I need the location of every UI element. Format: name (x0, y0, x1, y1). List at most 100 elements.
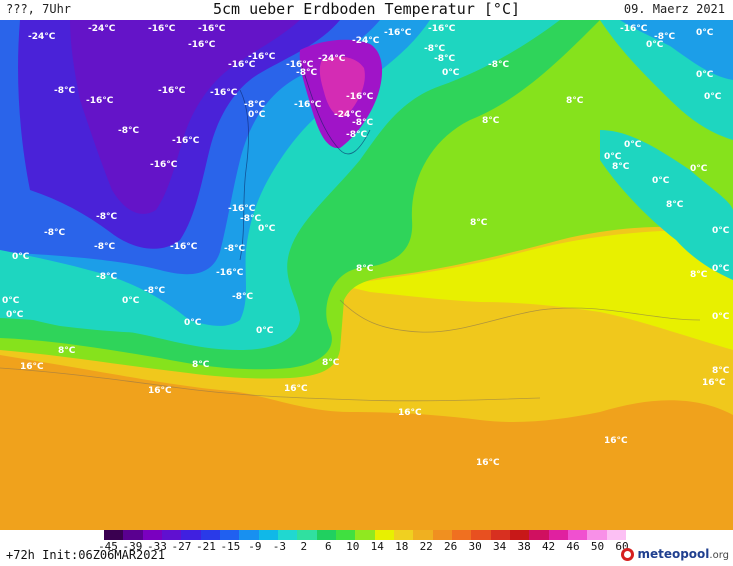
temperature-label: 0°C (122, 296, 140, 306)
forecast-time-label: ???, 7Uhr (6, 2, 72, 16)
temperature-label: 16°C (20, 362, 44, 372)
temperature-label: -16°C (228, 204, 256, 214)
colorbar-swatch (239, 530, 259, 540)
temperature-label: -8°C (44, 228, 66, 238)
temperature-label: 16°C (702, 378, 726, 388)
colorbar-swatch (123, 530, 143, 540)
colorbar-swatch (606, 530, 626, 540)
temperature-label: 0°C (604, 152, 622, 162)
temperature-label: 0°C (442, 68, 460, 78)
colorbar-tick-label: -39 (122, 540, 143, 553)
colorbar-swatch (471, 530, 491, 540)
temperature-label: 0°C (258, 224, 276, 234)
temperature-label: 16°C (284, 384, 308, 394)
temperature-label: -16°C (198, 24, 226, 34)
colorbar-swatch (567, 530, 588, 540)
brand-name: meteopool (637, 547, 710, 561)
temperature-label: 16°C (148, 386, 172, 396)
temperature-label: 8°C (58, 346, 76, 356)
temperature-label: 16°C (398, 408, 422, 418)
colorbar-tick-label: -3 (272, 540, 286, 553)
temperature-label: 0°C (6, 310, 24, 320)
colorbar-swatch (335, 530, 356, 540)
temperature-label: 8°C (356, 264, 374, 274)
temperature-label: -8°C (424, 44, 446, 54)
colorbar-swatch (297, 530, 317, 540)
colorbar-tick-label: 26 (444, 540, 458, 553)
colorbar-tick-label: 42 (541, 540, 556, 553)
map-title: 5cm ueber Erdboden Temperatur [°C] (212, 0, 521, 18)
temperature-label: 0°C (690, 164, 708, 174)
temperature-label: 8°C (482, 116, 500, 126)
colorbar-swatch (490, 530, 510, 540)
colorbar-tick-label: -15 (220, 540, 241, 553)
colorbar-tick-label: 6 (324, 540, 332, 553)
temperature-label: -16°C (216, 268, 244, 278)
colorbar-swatch (432, 530, 452, 540)
colorbar-tick-label: 38 (517, 540, 531, 553)
temperature-label: -8°C (240, 214, 262, 224)
temperature-label: -16°C (158, 86, 186, 96)
temperature-label: -16°C (384, 28, 412, 38)
temperature-label: 0°C (2, 296, 20, 306)
temperature-label: -8°C (296, 68, 318, 78)
temperature-label: -8°C (232, 292, 254, 302)
temperature-label: -24°C (334, 110, 362, 120)
temperature-label: 8°C (322, 358, 340, 368)
temperature-label: 8°C (192, 360, 210, 370)
colorbar-tick-label: 2 (300, 540, 308, 553)
temperature-label: 0°C (624, 140, 642, 150)
temperature-label: 8°C (470, 218, 488, 228)
colorbar-swatch (200, 530, 220, 540)
temperature-label: -8°C (94, 242, 116, 252)
colorbar-tick-label: -45 (98, 540, 118, 553)
temperature-label: -16°C (86, 96, 114, 106)
colorbar-swatch (104, 530, 124, 540)
temperature-label: 0°C (704, 92, 722, 102)
colorbar-swatch (413, 530, 433, 540)
colorbar-tick-label: -27 (171, 540, 192, 553)
brand-logo: meteopool.org (621, 547, 729, 561)
temperature-label: 0°C (652, 176, 670, 186)
temperature-label: 0°C (256, 326, 274, 336)
colorbar-tick-label: 34 (492, 540, 507, 553)
temperature-label: 0°C (12, 252, 30, 262)
temperature-label: 0°C (712, 312, 730, 322)
temperature-label: -16°C (228, 60, 256, 70)
colorbar-swatch (142, 530, 162, 540)
colorbar-tick-label: -9 (248, 540, 262, 553)
temperature-label: -8°C (434, 54, 456, 64)
temperature-label: -8°C (144, 286, 166, 296)
meteopool-icon (621, 547, 635, 561)
colorbar-swatch (509, 530, 530, 540)
colorbar-tick-label: 14 (370, 540, 384, 553)
colorbar-ticks: -45 -39 -33 -27 -21 -15 -9 -3 2 6 10 14 18 22 26 30 34 38… (98, 540, 629, 554)
temperature-label: 8°C (712, 366, 730, 376)
colorbar-swatch (316, 530, 336, 540)
temperature-label: 0°C (184, 318, 202, 328)
colorbar-swatch (587, 530, 607, 540)
colorbar-swatch (548, 530, 568, 540)
temperature-label: 0°C (248, 110, 266, 120)
temperature-label: -8°C (352, 118, 374, 128)
colorbar-swatch (529, 530, 549, 540)
temperature-label: 0°C (712, 264, 730, 274)
colorbar-tick-label: -21 (195, 540, 216, 553)
temperature-label: -16°C (428, 24, 456, 34)
header-bar: ???, 7Uhr 5cm ueber Erdboden Temperatur … (0, 0, 733, 20)
colorbar-swatch (219, 530, 240, 540)
temperature-label: 8°C (566, 96, 584, 106)
colorbar-swatch (393, 530, 414, 540)
temperature-label: -8°C (54, 86, 76, 96)
temperature-label: -24°C (352, 36, 380, 46)
temperature-label: -8°C (118, 126, 140, 136)
temperature-label: -16°C (210, 88, 238, 98)
init-time-label: +72h Init:06Z06MAR2021 (6, 548, 165, 562)
colorbar-tick-label: -33 (147, 540, 167, 553)
colorbar-swatch (451, 530, 472, 540)
temperature-label: -24°C (88, 24, 116, 34)
colorbar-swatch (277, 530, 298, 540)
temperature-label: -16°C (248, 52, 276, 62)
temperature-colorbar (104, 530, 626, 540)
forecast-date: 09. Maerz 2021 (623, 2, 725, 16)
